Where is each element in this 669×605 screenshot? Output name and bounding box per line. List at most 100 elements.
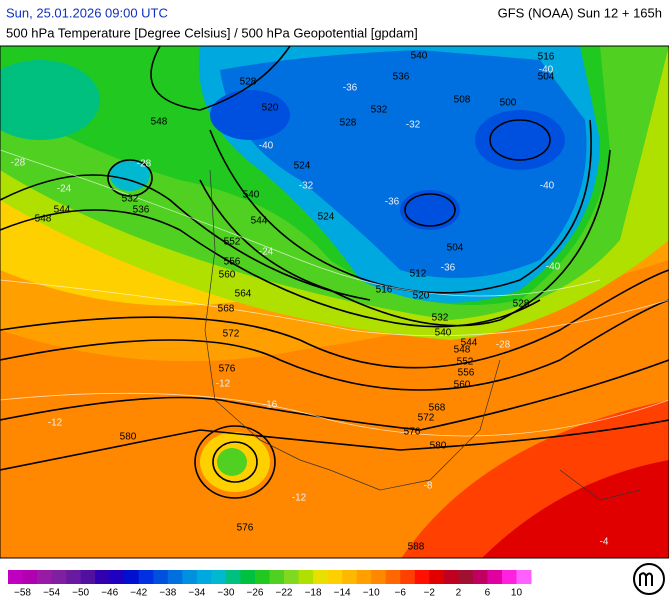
colorbar-label: −18	[305, 588, 322, 599]
colorbar-label: −46	[101, 588, 118, 599]
colorbar-swatch	[269, 570, 285, 584]
contour-label: 524	[294, 161, 311, 172]
colorbar-label: −2	[424, 588, 436, 599]
colorbar-swatch	[80, 570, 96, 584]
colorbar-swatch	[109, 570, 125, 584]
contour-label: 560	[219, 270, 236, 281]
model: GFS (NOAA) Sun 12 + 165h	[498, 5, 662, 20]
colorbar-label: −42	[130, 588, 147, 599]
logo	[633, 563, 665, 595]
colorbar-swatch	[95, 570, 111, 584]
colorbar-swatch	[254, 570, 270, 584]
colorbar-swatch	[196, 570, 212, 584]
colorbar-swatch	[342, 570, 358, 584]
colorbar-label: −14	[334, 588, 351, 599]
colorbar-label: −6	[395, 588, 407, 599]
colorbar-label: −10	[363, 588, 380, 599]
contour-label: 544	[461, 338, 478, 349]
colorbar-swatch	[400, 570, 416, 584]
colorbar-swatch	[211, 570, 227, 584]
contour-label: 564	[235, 289, 252, 300]
contour-label: 520	[413, 291, 430, 302]
isotherm-label: -4	[600, 537, 609, 548]
contour-label: 528	[240, 77, 257, 88]
contour-label: 536	[393, 72, 410, 83]
colorbar-swatch	[167, 570, 183, 584]
colorbar-label: −58	[14, 588, 31, 599]
contour-label: 532	[122, 194, 139, 205]
contour-label: 576	[219, 364, 236, 375]
colorbar: −58 −54 −50 −46 −42 −38 −34 −30 −26 −22 −18 −14 −10−…	[8, 570, 532, 599]
contour-label: 588	[408, 542, 425, 553]
map-frame	[0, 45, 669, 559]
colorbar-swatch	[429, 570, 445, 584]
isotherm-label: -36	[343, 83, 358, 94]
contour-label: 548	[454, 345, 471, 356]
isotherm-label: -28	[496, 340, 511, 351]
colorbar-swatch	[66, 570, 82, 584]
colorbar-swatch	[516, 570, 532, 584]
contour-label: 548	[35, 214, 52, 225]
contour-label: 528	[340, 118, 357, 129]
colorbar-swatch	[153, 570, 169, 584]
contour-label: 556	[458, 368, 475, 379]
colorbar-swatch	[487, 570, 503, 584]
isotherm-label: -24	[259, 247, 274, 258]
contour-label: 540	[435, 328, 452, 339]
contour-label: 572	[223, 329, 240, 340]
isotherm-label: -36	[385, 197, 400, 208]
colorbar-label: −30	[217, 588, 234, 599]
isotherm-label: -12	[292, 493, 307, 504]
contour-label: 568	[218, 304, 235, 315]
contour-label: 516	[376, 285, 393, 296]
colorbar-swatch	[458, 570, 474, 584]
contour-label: 552	[457, 357, 474, 368]
colorbar-swatch	[385, 570, 401, 584]
contour-label: 576	[404, 427, 421, 438]
isotherm-label: -16	[263, 400, 278, 411]
contour-label: 520	[262, 103, 279, 114]
isotherm-label: -32	[299, 181, 314, 192]
colorbar-swatch	[284, 570, 300, 584]
colorbar-swatch	[8, 570, 24, 584]
contour-label: 508	[454, 95, 471, 106]
contour-label: 556	[224, 257, 241, 268]
contour-label: 560	[454, 380, 471, 391]
colorbar-swatch	[240, 570, 256, 584]
contour-label: 512	[410, 269, 427, 280]
colorbar-label: −26	[246, 588, 263, 599]
map	[0, 46, 669, 558]
colorbar-label: −50	[72, 588, 89, 599]
isotherm-label: -28	[137, 159, 152, 170]
contour-label: 572	[418, 413, 435, 424]
colorbar-swatch	[22, 570, 38, 584]
isotherm-label: -8	[424, 481, 433, 492]
colorbar-swatch	[298, 570, 314, 584]
contour-label: 580	[430, 441, 447, 452]
colorbar-swatch	[472, 570, 488, 584]
colorbar-swatch	[501, 570, 517, 584]
contour-label: 544	[251, 216, 268, 227]
contour-label: 524	[318, 212, 335, 223]
colorbar-swatch	[313, 570, 329, 584]
isotherm-label: -32	[406, 120, 421, 131]
colorbar-label: −38	[159, 588, 176, 599]
colorbar-swatch	[124, 570, 140, 584]
contour-label: 500	[500, 98, 517, 109]
contour-label: 544	[54, 205, 71, 216]
map-labels: 5485325365445485525565605645685725765805…	[11, 51, 609, 553]
isotherm-label: -36	[441, 263, 456, 274]
colorbar-swatch	[327, 570, 343, 584]
isotherm-label: -28	[11, 158, 26, 169]
isotherm-label: -40	[546, 262, 561, 273]
subtitle: 500 hPa Temperature [Degree Celsius] / 5…	[6, 25, 418, 40]
contour-label: 504	[447, 243, 464, 254]
contour-label: 536	[133, 205, 150, 216]
colorbar-label: −54	[43, 588, 60, 599]
colorbar-swatch	[443, 570, 459, 584]
isotherm-label: -12	[48, 418, 63, 429]
contour-label: 540	[411, 51, 428, 62]
isotherm-label: -24	[57, 184, 72, 195]
colorbar-label: 10	[511, 588, 523, 599]
